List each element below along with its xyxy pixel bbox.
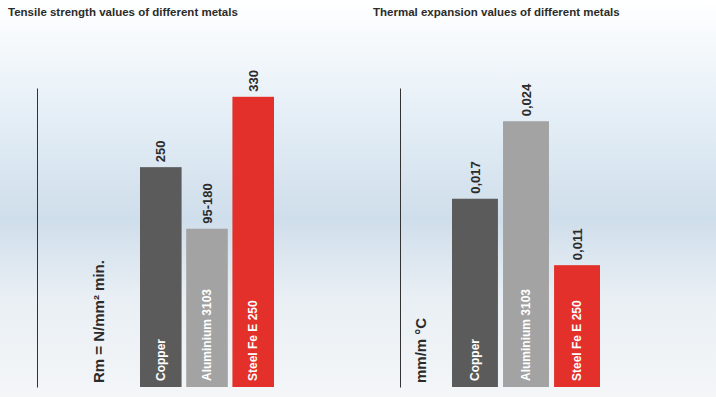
background	[0, 0, 716, 397]
bar	[186, 229, 228, 387]
data-label: 0,017	[468, 161, 483, 194]
category-label: Aluminium 3103	[200, 289, 214, 381]
category-label: Copper	[154, 339, 168, 381]
data-label: 0,024	[519, 83, 534, 116]
bars	[452, 121, 600, 387]
data-label: 250	[153, 140, 168, 162]
bar	[232, 97, 274, 387]
bars	[140, 97, 274, 387]
data-label: 330	[246, 70, 261, 92]
axis-title: mm/m °C	[412, 318, 429, 383]
y-axis	[400, 89, 401, 388]
category-label: Copper	[468, 339, 482, 381]
panel: Tensile strength values of different met…	[8, 6, 274, 388]
axis-line	[37, 89, 38, 388]
chart-title: Tensile strength values of different met…	[8, 6, 238, 18]
category-label: Aluminium 3103	[519, 289, 533, 381]
bar	[140, 167, 182, 387]
data-label: 0,011	[570, 228, 585, 260]
axis-line	[400, 89, 401, 388]
category-label: Steel Fe E 250	[570, 300, 584, 381]
bar	[503, 121, 549, 387]
chart-title: Thermal expansion values of different me…	[373, 6, 620, 18]
bar	[452, 199, 498, 387]
data-label: 95-180	[200, 183, 215, 223]
bar	[554, 265, 600, 387]
panel: Thermal expansion values of different me…	[373, 6, 620, 388]
category-label: Steel Fe E 250	[246, 300, 260, 381]
chart-canvas: Tensile strength values of different met…	[0, 0, 716, 397]
axis-title: Rm = N/mm² min.	[90, 260, 107, 383]
y-axis	[37, 89, 38, 388]
